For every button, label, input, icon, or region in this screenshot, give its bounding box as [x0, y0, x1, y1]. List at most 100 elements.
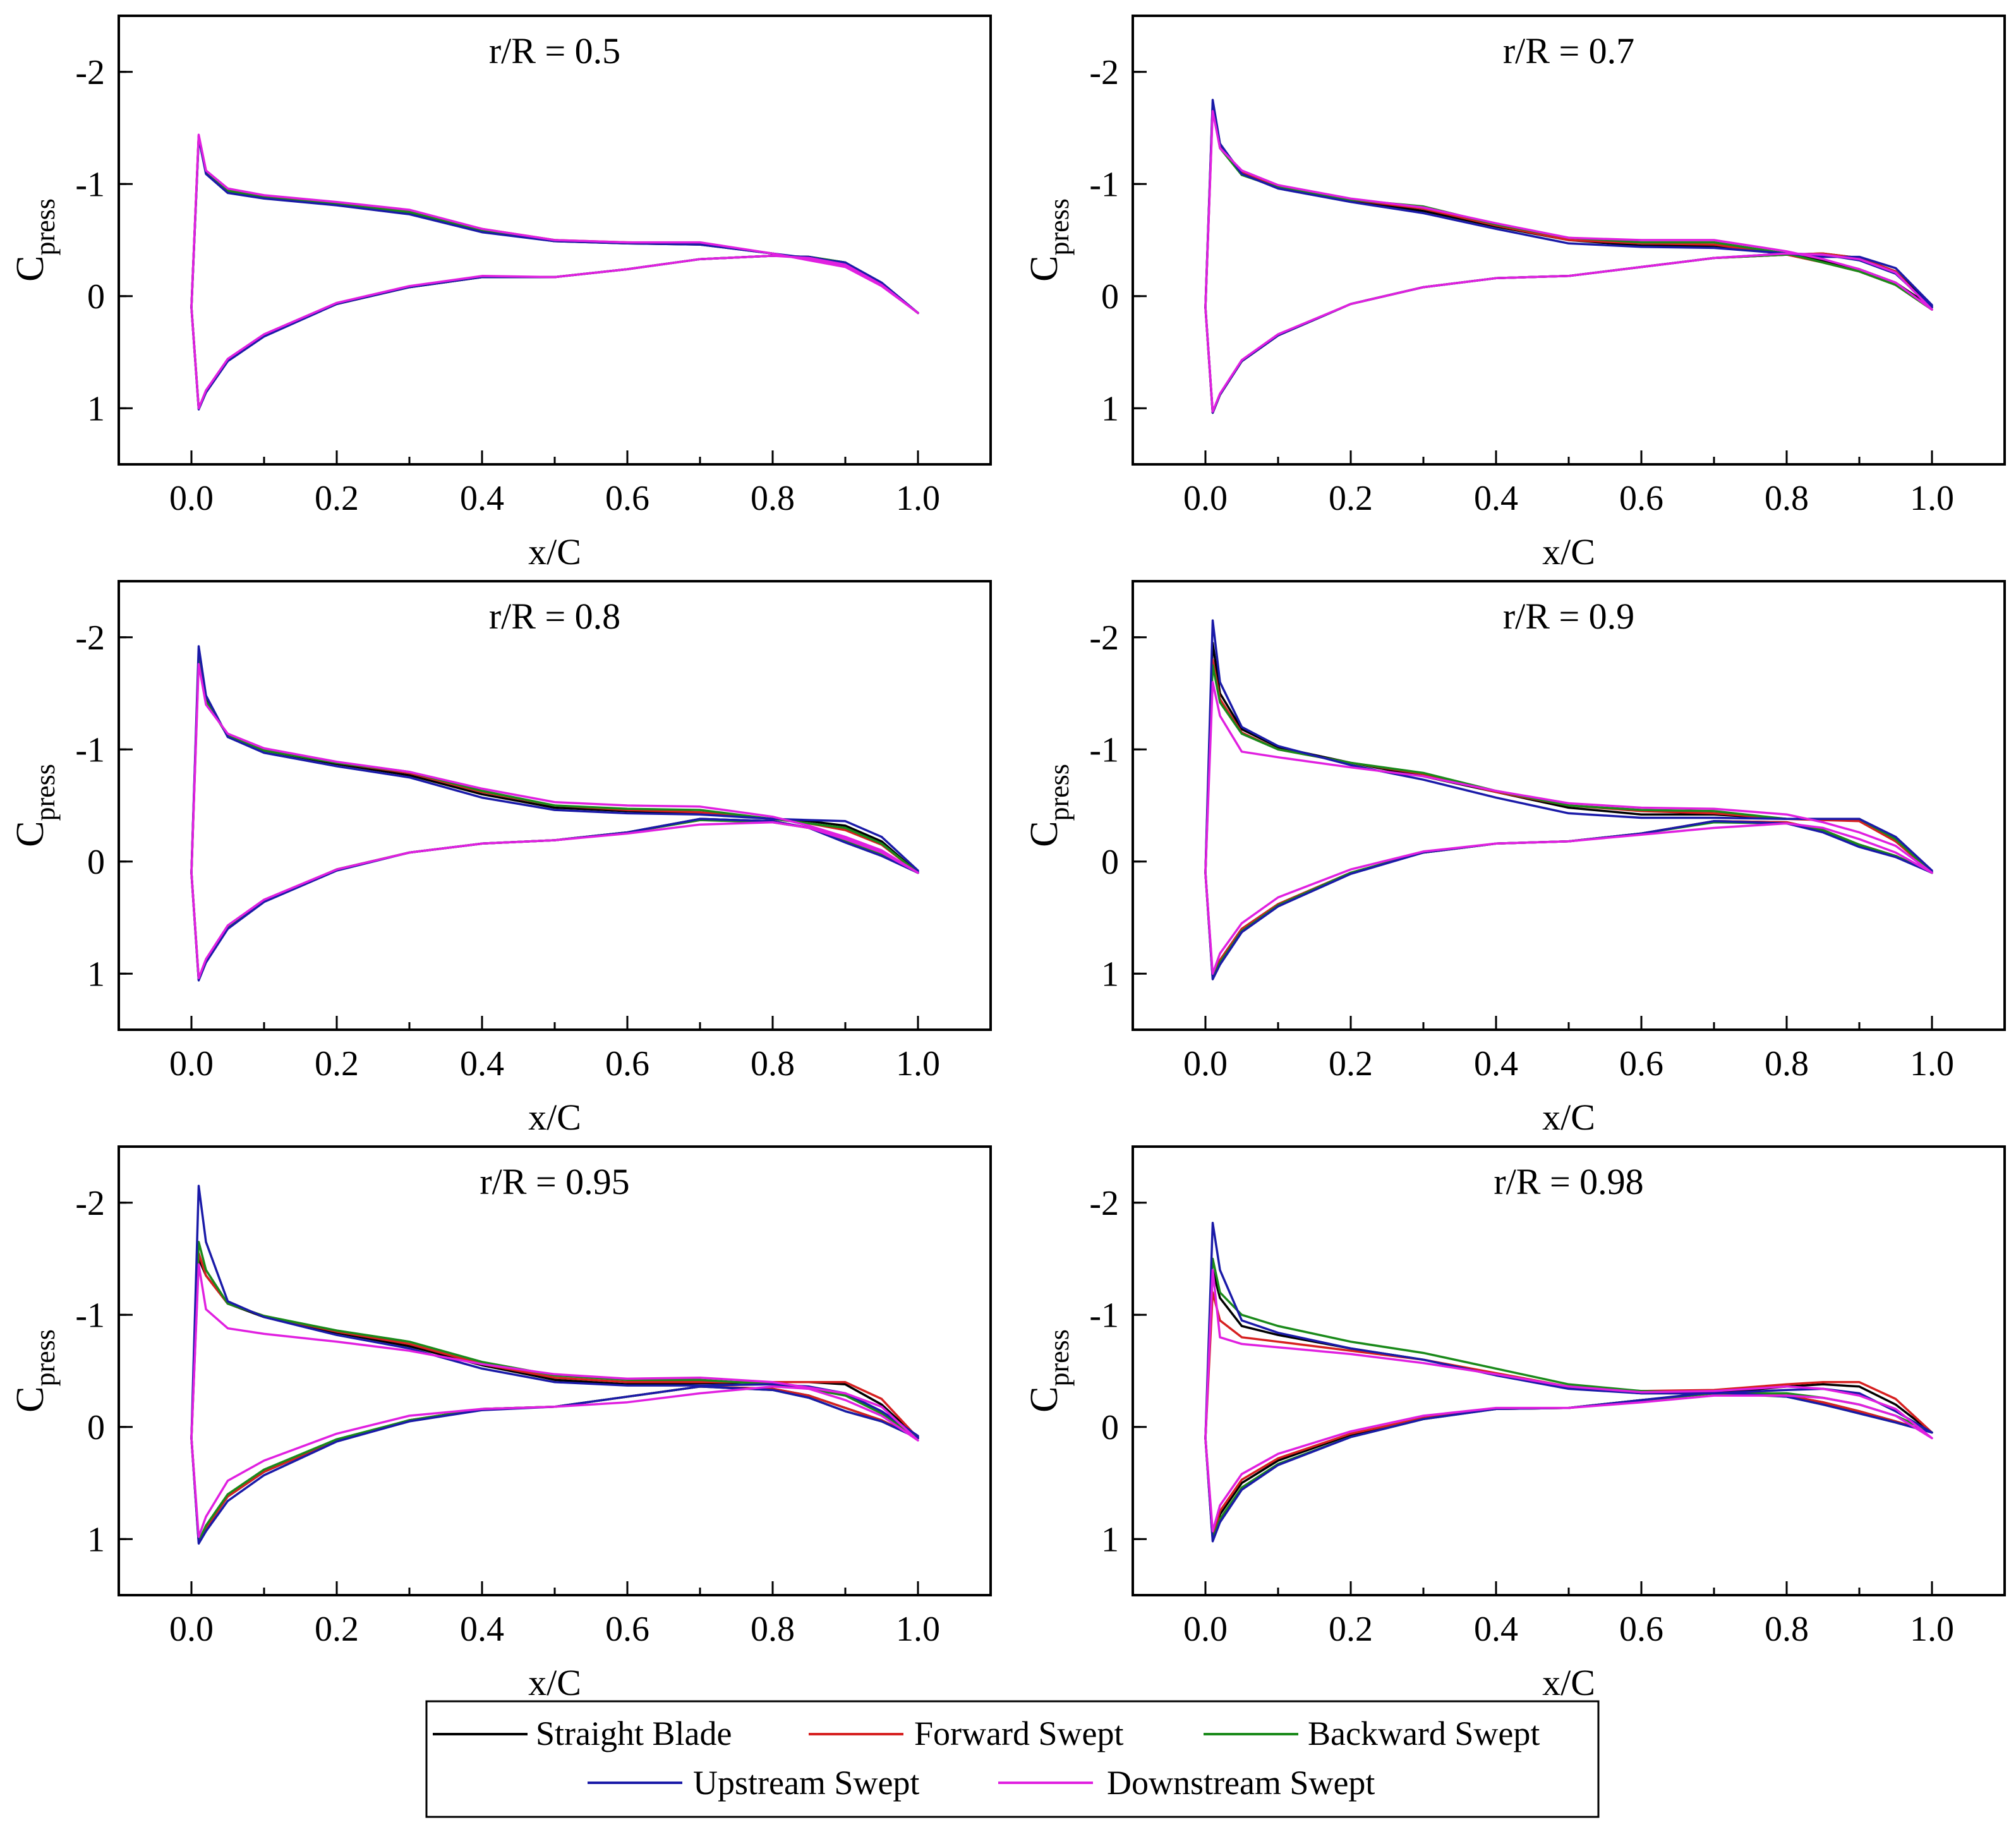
panel-title: r/R = 0.8 [489, 596, 620, 637]
y-axis-label-subscript: press [30, 1329, 61, 1386]
x-tick-label: 0.0 [169, 479, 214, 518]
x-tick-label: 0.8 [1765, 1044, 1809, 1083]
y-tick-label: -1 [75, 165, 105, 204]
y-tick-label: -2 [75, 618, 105, 658]
y-axis-label: Cpress [1023, 198, 1075, 282]
chart-panel-4: 0.0 0.2 0.4 0.6 0.8 1.0 -2 -1 0 1 r/R = 0.9 x/C Cpre… [1023, 580, 2006, 1138]
panel-title: r/R = 0.9 [1503, 596, 1634, 637]
y-tick-label: 0 [87, 843, 105, 882]
x-tick-label: 1.0 [896, 1610, 940, 1649]
x-tick-label: 0.6 [605, 1044, 649, 1083]
x-tick-label: 0.6 [1619, 1610, 1663, 1649]
x-tick-label: 0.8 [751, 479, 795, 518]
y-axis-label-main: C [9, 1387, 52, 1413]
x-tick-label: 0.2 [1329, 1044, 1373, 1083]
x-tick-label: 0.4 [1474, 1610, 1518, 1649]
y-axis-label: Cpress [9, 1329, 61, 1413]
x-tick-label: 0.8 [751, 1610, 795, 1649]
y-tick-label: 0 [87, 1408, 105, 1447]
series-line-downstream-swept [1204, 681, 1933, 975]
x-tick-label: 0.6 [1619, 479, 1663, 518]
series-line-downstream-swept [1204, 110, 1933, 413]
y-tick-label: -2 [1089, 618, 1119, 658]
y-tick-label: 0 [1101, 277, 1119, 317]
series-line-upstream-swept [1204, 1221, 1933, 1543]
x-tick-label: 0.4 [460, 1044, 504, 1083]
legend: Straight Blade Forward Swept Backward Sw… [425, 1700, 1600, 1818]
y-tick-label: -1 [1089, 730, 1119, 769]
x-tick-label: 0.4 [1474, 479, 1518, 518]
x-tick-label: 0.8 [1765, 1610, 1809, 1649]
panel-title: r/R = 0.7 [1503, 30, 1634, 71]
legend-label-upstream-swept: Upstream Swept [693, 1764, 919, 1802]
x-tick-label: 0.6 [605, 1610, 649, 1649]
x-axis-label: x/C [528, 531, 581, 572]
x-tick-label: 0.2 [315, 1610, 359, 1649]
y-tick-label: 1 [87, 389, 105, 428]
y-tick-label: 0 [1101, 843, 1119, 882]
y-axis-label: Cpress [1023, 764, 1075, 847]
x-axis-label: x/C [528, 1097, 581, 1138]
y-tick-label: 1 [1101, 955, 1119, 994]
y-axis-label-main: C [1023, 1387, 1066, 1413]
y-tick-label: 1 [1101, 1520, 1119, 1559]
chart-panels: 0.0 0.2 0.4 0.6 0.8 1.0 -2 -1 0 1 r/R = 0.5 x/C Cpre… [9, 15, 2006, 1703]
x-tick-label: 0.6 [1619, 1044, 1663, 1083]
series-line-downstream-swept [190, 663, 919, 980]
y-tick-label: -1 [75, 1296, 105, 1335]
y-tick-label: 1 [1101, 389, 1119, 428]
x-axis-label: x/C [1542, 531, 1595, 572]
x-tick-label: 0.0 [1183, 479, 1228, 518]
panel-title: r/R = 0.5 [489, 30, 620, 71]
x-tick-label: 0.4 [460, 1610, 504, 1649]
legend-label-forward-swept: Forward Swept [914, 1715, 1123, 1752]
x-tick-label: 0.2 [1329, 1610, 1373, 1649]
chart-panel-5: 0.0 0.2 0.4 0.6 0.8 1.0 -2 -1 0 1 r/R = 0.95 x/C Cpr… [9, 1145, 992, 1703]
y-axis-label-subscript: press [30, 764, 61, 821]
y-tick-label: 0 [87, 277, 105, 317]
y-tick-label: -2 [1089, 53, 1119, 92]
x-tick-label: 0.0 [1183, 1610, 1228, 1649]
legend-label-downstream-swept: Downstream Swept [1107, 1764, 1375, 1802]
series-line-downstream-swept [1204, 1269, 1933, 1533]
y-axis-label-subscript: press [30, 198, 61, 255]
y-tick-label: 0 [1101, 1408, 1119, 1447]
y-axis-label-subscript: press [1044, 198, 1075, 255]
x-tick-label: 0.0 [169, 1044, 214, 1083]
legend-label-straight-blade: Straight Blade [536, 1715, 732, 1752]
x-axis-label: x/C [1542, 1097, 1595, 1138]
chart-panel-3: 0.0 0.2 0.4 0.6 0.8 1.0 -2 -1 0 1 r/R = 0.8 x/C Cpre… [9, 580, 992, 1138]
x-tick-label: 0.8 [1765, 479, 1809, 518]
series-line-downstream-swept [190, 133, 919, 410]
x-tick-label: 0.4 [460, 479, 504, 518]
series-line-downstream-swept [190, 1263, 919, 1538]
y-tick-label: 1 [87, 955, 105, 994]
y-axis-label-subscript: press [1044, 764, 1075, 821]
x-tick-label: 0.0 [169, 1610, 214, 1649]
y-axis-label: Cpress [9, 198, 61, 282]
panel-title: r/R = 0.98 [1494, 1161, 1643, 1202]
y-axis-label: Cpress [9, 764, 61, 847]
x-tick-label: 0.2 [315, 1044, 359, 1083]
x-tick-label: 0.2 [1329, 479, 1373, 518]
x-axis-label: x/C [1542, 1662, 1595, 1703]
y-axis-label-main: C [9, 256, 52, 282]
legend-label-backward-swept: Backward Swept [1308, 1715, 1540, 1752]
chart-panel-2: 0.0 0.2 0.4 0.6 0.8 1.0 -2 -1 0 1 r/R = 0.7 x/C Cpre… [1023, 15, 2006, 572]
y-axis-label-subscript: press [1044, 1329, 1075, 1386]
x-tick-label: 1.0 [896, 479, 940, 518]
x-tick-label: 0.2 [315, 479, 359, 518]
y-tick-label: -1 [1089, 1296, 1119, 1335]
x-tick-label: 1.0 [896, 1044, 940, 1083]
x-axis-label: x/C [528, 1662, 581, 1703]
x-tick-label: 0.4 [1474, 1044, 1518, 1083]
y-tick-label: -2 [75, 1184, 105, 1223]
x-tick-label: 0.8 [751, 1044, 795, 1083]
y-tick-label: -2 [1089, 1184, 1119, 1223]
y-tick-label: -1 [1089, 165, 1119, 204]
chart-panel-6: 0.0 0.2 0.4 0.6 0.8 1.0 -2 -1 0 1 r/R = 0.98 x/C Cpr… [1023, 1145, 2006, 1703]
y-tick-label: 1 [87, 1520, 105, 1559]
y-axis-label-main: C [9, 821, 52, 847]
